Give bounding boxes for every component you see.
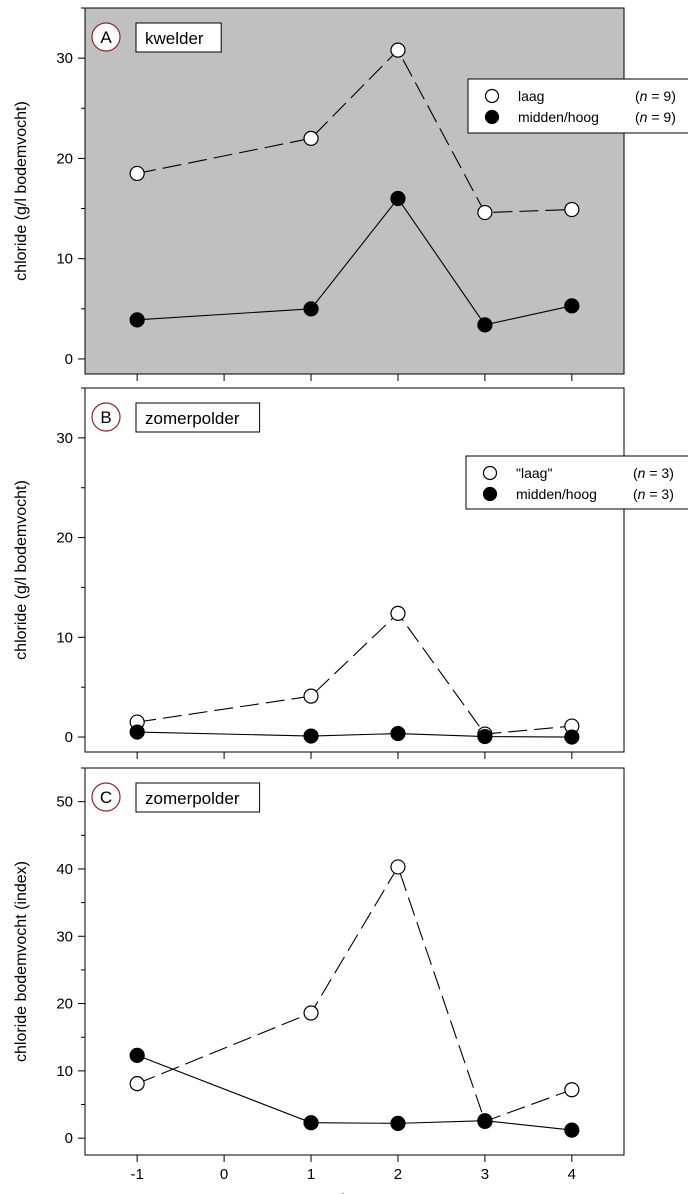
legend-label: midden/hoog — [516, 486, 597, 502]
data-point-open — [390, 42, 406, 58]
x-axis-title: jaar — [340, 1192, 368, 1194]
data-point-filled — [477, 317, 493, 333]
legend-marker — [482, 465, 498, 481]
data-point-filled — [303, 301, 319, 317]
y-tick-label: 0 — [65, 351, 73, 368]
plot-area — [84, 7, 625, 375]
data-point-open — [564, 201, 580, 218]
legend-label: midden/hoog — [518, 109, 599, 125]
x-tick-label: 0 — [220, 1166, 228, 1183]
x-tick-label: 3 — [481, 1166, 489, 1183]
legend: "laag" (n = 3) midden/hoog (n = 3) — [465, 455, 688, 510]
panel-title: zomerpolder — [145, 789, 240, 808]
series-line-laag — [136, 865, 573, 1123]
panel-b: 0 10 20 30 chloride (g/l bodemvocht) B zomerpo… — [13, 387, 688, 759]
legend-box — [465, 455, 688, 510]
y-axis-title: chloride bodemvocht (index) — [13, 861, 30, 1062]
y-tick-label: 10 — [56, 629, 73, 646]
data-point-filled — [564, 298, 580, 314]
panel-letter: B — [100, 408, 111, 427]
panel-label: A — [91, 22, 121, 52]
data-point-filled — [564, 1122, 580, 1138]
data-point-open — [477, 204, 493, 221]
plot-area — [84, 767, 625, 1156]
panel-c: 0 10 20 30 40 50 -1 0 1 2 3 4 chloride bodemvocht (i… — [13, 767, 625, 1194]
legend-marker — [484, 109, 500, 125]
data-point-filled — [477, 1113, 493, 1129]
y-tick-label: 0 — [65, 729, 73, 746]
panel-letter-circle — [91, 782, 121, 812]
data-point-filled — [390, 725, 406, 742]
panel-letter: A — [100, 28, 112, 47]
panel-title-box — [135, 402, 261, 433]
data-point-filled — [129, 1047, 145, 1063]
data-point-open — [303, 688, 319, 704]
panel-letter: C — [100, 788, 112, 807]
y-axis-title: chloride (g/l bodemvocht) — [13, 480, 30, 660]
y-tick-label: 30 — [56, 50, 73, 67]
panel-title-box — [135, 782, 261, 813]
legend-label: "laag" — [516, 465, 552, 481]
y-tick-label: 30 — [56, 430, 73, 447]
data-point-open — [303, 130, 319, 146]
y-tick-label: 30 — [56, 928, 73, 945]
legend-marker — [482, 486, 498, 502]
y-tick-label: 10 — [56, 251, 73, 268]
data-point-filled — [477, 728, 493, 745]
data-point-filled — [303, 728, 319, 744]
y-axis-title: chloride (g/l bodemvocht) — [13, 101, 30, 281]
legend-marker — [484, 88, 500, 104]
legend-n: (n = 9) — [635, 109, 676, 125]
data-point-filled — [390, 190, 406, 207]
legend-label: laag — [518, 88, 544, 104]
data-point-filled — [390, 1115, 406, 1131]
legend-n: (n = 9) — [635, 88, 676, 104]
x-tick-label: 4 — [568, 1166, 576, 1183]
legend-n: (n = 3) — [633, 486, 674, 502]
y-tick-label: 20 — [56, 530, 73, 547]
x-tick-label: 2 — [394, 1166, 402, 1183]
data-point-open — [129, 1076, 145, 1092]
data-point-filled — [303, 1115, 319, 1131]
x-tick-label: 1 — [307, 1166, 315, 1183]
panel-letter-circle — [91, 402, 121, 432]
y-tick-label: 20 — [56, 996, 73, 1013]
panel-title: kwelder — [145, 29, 204, 48]
data-point-open — [129, 165, 145, 182]
legend: laag (n = 9) midden/hoog (n = 9) — [467, 78, 688, 134]
panel-letter-circle — [91, 22, 121, 52]
y-tick-label: 40 — [56, 861, 73, 878]
data-point-filled — [564, 729, 580, 745]
data-point-open — [564, 1082, 580, 1098]
data-point-open — [390, 605, 406, 621]
panel-a: 0 10 20 30 chloride (g/l bodemvocht) A kwelder… — [13, 7, 688, 381]
legend-n: (n = 3) — [633, 465, 674, 481]
data-point-open — [303, 1005, 319, 1021]
plot-area — [84, 387, 625, 753]
panel-label: C — [91, 782, 121, 812]
y-tick-label: 0 — [65, 1130, 73, 1147]
panel-title-box — [135, 22, 222, 53]
y-tick-label: 10 — [56, 1063, 73, 1080]
panel-title: zomerpolder — [145, 409, 240, 428]
x-tick-label: -1 — [130, 1166, 143, 1183]
y-tick-label: 50 — [56, 794, 73, 811]
panel-label: B — [91, 402, 121, 432]
legend-box — [467, 78, 688, 134]
data-point-filled — [129, 724, 145, 740]
y-tick-label: 20 — [56, 150, 73, 167]
data-point-open — [390, 859, 406, 875]
data-point-filled — [129, 312, 145, 328]
